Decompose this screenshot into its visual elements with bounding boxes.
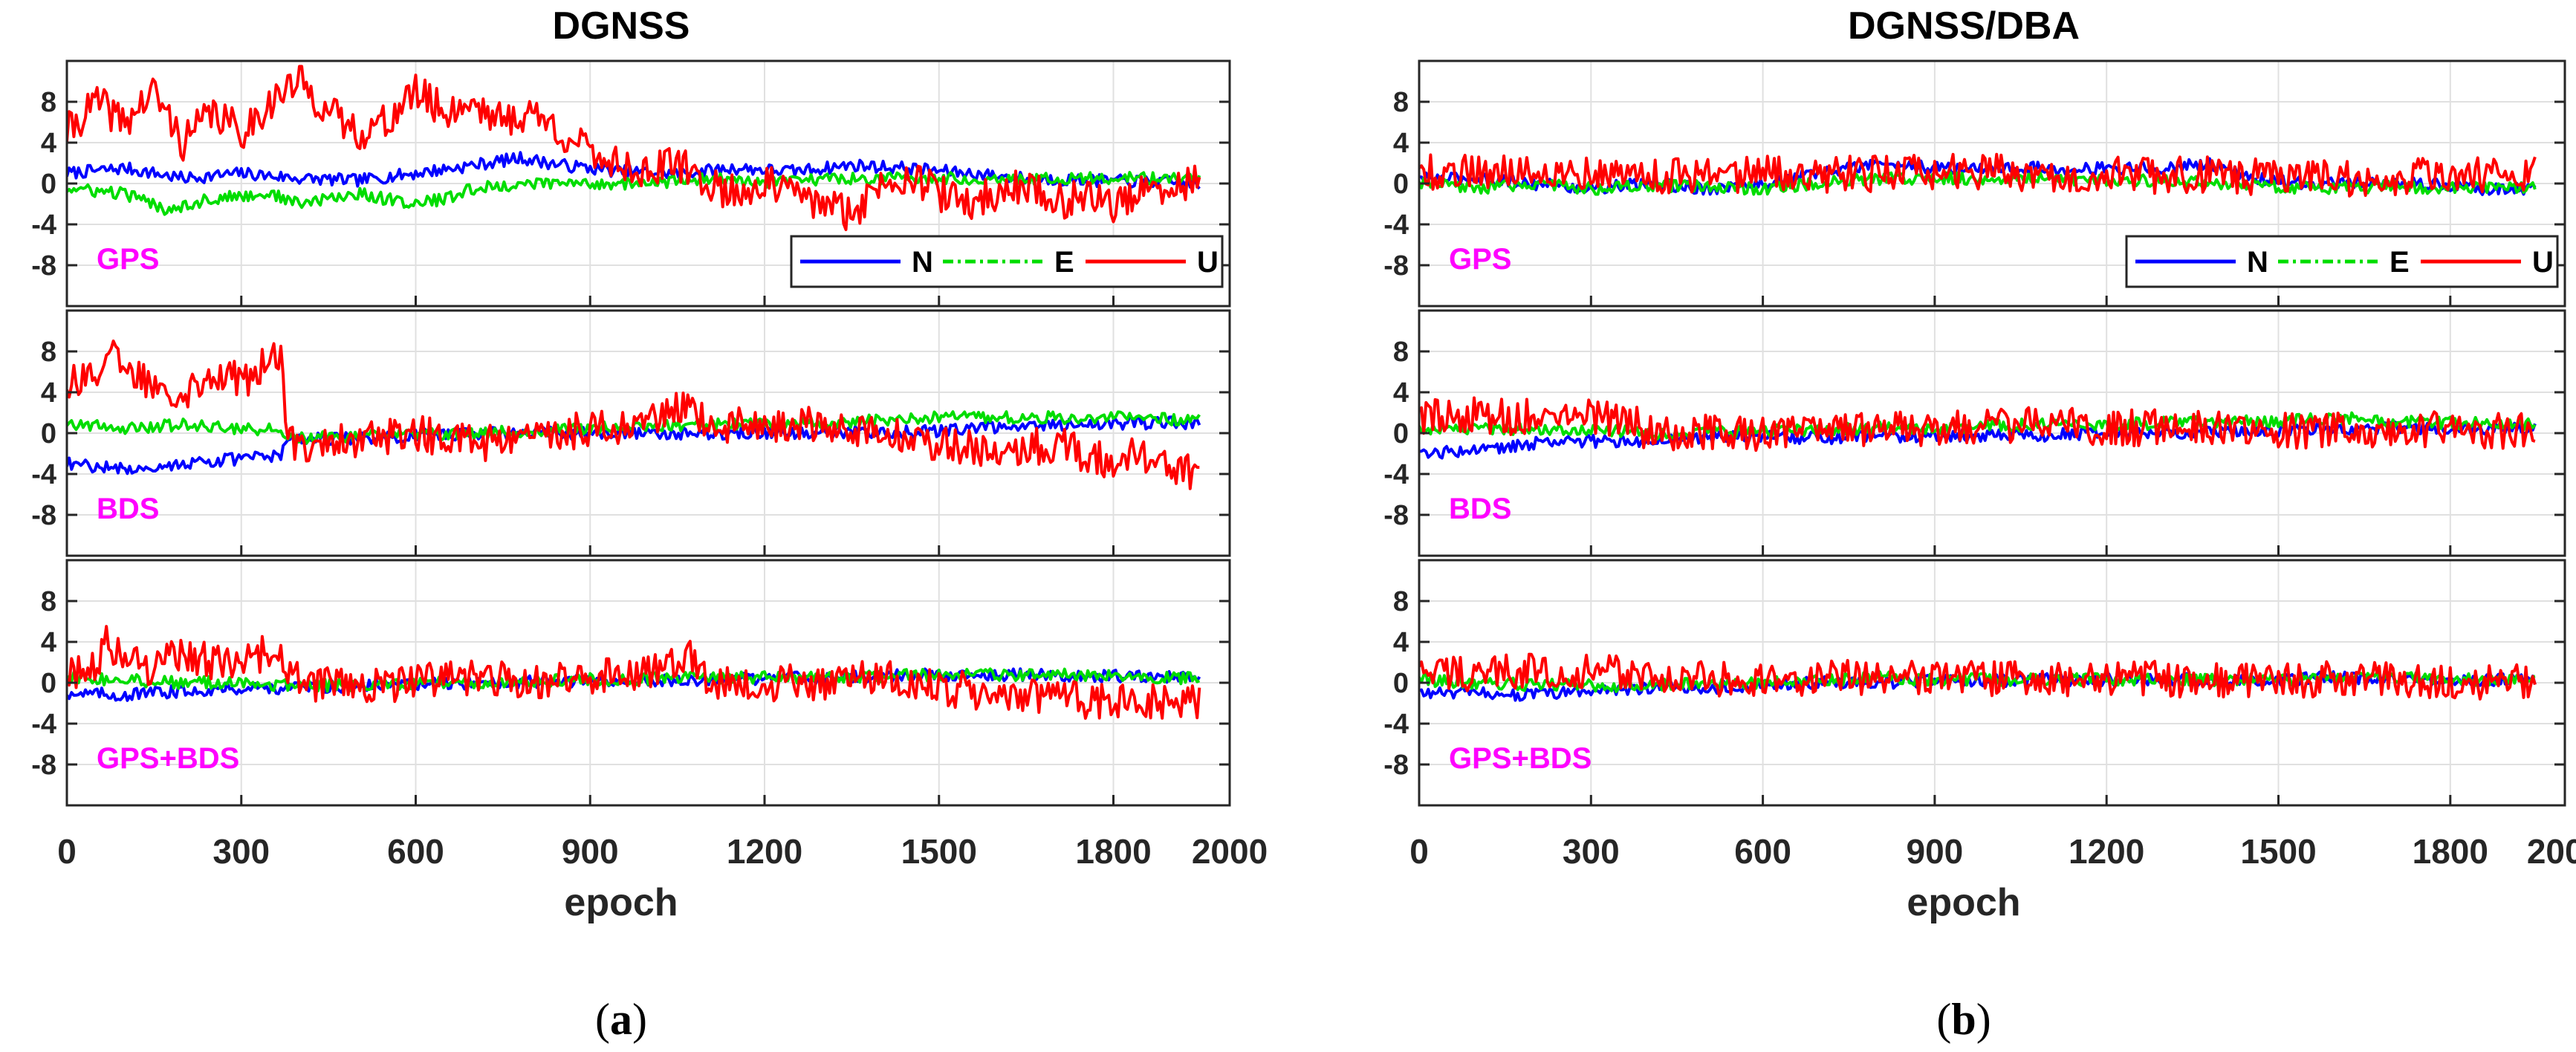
y-tick-label: 0: [1393, 418, 1409, 449]
series-line-e: [67, 171, 1201, 216]
y-tick-label: 4: [41, 627, 56, 658]
legend-label-e: E: [1054, 246, 1074, 279]
series-line-u: [1419, 652, 2537, 701]
x-tick-label: 600: [1734, 832, 1791, 871]
y-tick-label: -8: [1383, 750, 1409, 781]
x-tick-label: 1800: [2413, 832, 2488, 871]
legend-label-n: N: [912, 246, 933, 279]
panel-bds: 8 4 0 -4 -8 BDS: [31, 309, 1231, 557]
series-line-u: [1419, 152, 2537, 198]
panel-gps: 8 4 0 -4 -8 GPS N E U: [1383, 59, 2566, 308]
y-tick-label: 8: [1393, 337, 1409, 368]
x-tick-label: 300: [212, 832, 270, 871]
y-tick-label: 0: [1393, 668, 1409, 699]
x-tick-label: 1200: [2069, 832, 2144, 871]
x-tick-label: 600: [387, 832, 444, 871]
y-tick-label: 8: [1393, 586, 1409, 617]
series-line-u: [67, 340, 1200, 490]
x-tick-label: 1500: [901, 832, 977, 871]
figure-a-title: DGNSS: [553, 4, 690, 48]
panel-label: GPS+BDS: [97, 742, 239, 775]
y-tick-label: -4: [1383, 709, 1409, 740]
series-line-e: [1419, 411, 2537, 441]
figure-a-caption: (a): [595, 995, 647, 1044]
y-tick-label: 4: [1393, 128, 1409, 159]
y-tick-label: 0: [41, 418, 56, 449]
y-tick-label: 8: [41, 87, 56, 118]
x-tick-label: 900: [562, 832, 619, 871]
legend-label-u: U: [2532, 246, 2554, 279]
x-tick-label: 2000: [2527, 832, 2576, 871]
panel-bds: 8 4 0 -4 -8 BDS: [1383, 309, 2566, 557]
y-tick-label: 8: [41, 337, 56, 368]
y-tick-label: -4: [31, 210, 56, 241]
series-line-u: [67, 65, 1201, 232]
series-group: [67, 340, 1201, 490]
y-tick-label: -4: [31, 459, 56, 490]
series-line-u: [1419, 396, 2536, 452]
y-tick-label: 0: [41, 668, 56, 699]
figure-a: DGNSS 8 4 0 -4 -8 GPS N E U 8 4 0 -4 -8 BDS 8 4 0 -4 -8 GPS+…: [31, 4, 1268, 1044]
figure-b-title: DGNSS/DBA: [1848, 4, 2080, 48]
legend-label-e: E: [2390, 246, 2410, 279]
series-line-n: [1419, 421, 2537, 460]
panel-label: GPS: [1449, 243, 1511, 276]
x-tick-label: 900: [1907, 832, 1964, 871]
series-line-u: [67, 625, 1201, 720]
figure-b: DGNSS/DBA 8 4 0 -4 -8 GPS N E U 8 4 0 -4 -8 BDS 8 4 0 -4 -8…: [1383, 4, 2576, 1044]
legend-label-n: N: [2247, 246, 2268, 279]
series-group: [67, 65, 1201, 232]
x-tick-label: 1800: [1075, 832, 1151, 871]
y-tick-label: -4: [1383, 459, 1409, 490]
y-tick-label: 0: [1393, 169, 1409, 200]
x-tick-label: 0: [57, 832, 77, 871]
x-tick-label: 1500: [2240, 832, 2316, 871]
figure-b-xlabel: epoch: [1907, 881, 2020, 924]
figure-a-panels: 8 4 0 -4 -8 GPS N E U 8 4 0 -4 -8 BDS 8 4 0 -4 -8 GPS+BDS 0 30…: [31, 59, 1268, 871]
y-tick-label: 4: [1393, 627, 1409, 658]
y-tick-label: 4: [41, 128, 56, 159]
y-tick-label: -4: [1383, 210, 1409, 241]
y-tick-label: 4: [41, 377, 56, 409]
panel-label: BDS: [1449, 493, 1511, 525]
legend-label-u: U: [1197, 246, 1219, 279]
x-tick-label: 1200: [727, 832, 802, 871]
panel-gps: 8 4 0 -4 -8 GPS N E U: [31, 59, 1231, 308]
panel-gps-bds: 8 4 0 -4 -8 GPS+BDS: [1383, 559, 2566, 807]
figure-b-caption: (b): [1936, 995, 1991, 1044]
y-tick-label: 8: [1393, 87, 1409, 118]
y-tick-label: 0: [41, 169, 56, 200]
y-tick-label: -8: [1383, 500, 1409, 531]
figure-a-xlabel: epoch: [564, 881, 678, 924]
series-group: [1419, 152, 2537, 198]
figure-b-panels: 8 4 0 -4 -8 GPS N E U 8 4 0 -4 -8 BDS 8 4 0 -4 -8 GPS+BDS 0 30…: [1383, 59, 2576, 871]
panel-label: BDS: [97, 493, 159, 525]
y-tick-label: 8: [41, 586, 56, 617]
series-group: [1419, 652, 2537, 702]
y-tick-label: 4: [1393, 377, 1409, 409]
x-tick-label: 2000: [1192, 832, 1268, 871]
y-tick-label: -8: [31, 500, 56, 531]
x-tick-label: 0: [1409, 832, 1429, 871]
figure-a-caption-letter: a: [610, 995, 632, 1044]
x-tick-label: 300: [1563, 832, 1620, 871]
y-tick-label: -8: [31, 250, 56, 282]
series-group: [1419, 396, 2537, 460]
panel-gps-bds: 8 4 0 -4 -8 GPS+BDS: [31, 559, 1231, 807]
y-tick-label: -4: [31, 709, 56, 740]
series-group: [67, 625, 1201, 720]
y-tick-label: -8: [1383, 250, 1409, 282]
y-tick-label: -8: [31, 750, 56, 781]
panel-label: GPS: [97, 243, 159, 276]
figure-b-caption-letter: b: [1951, 995, 1976, 1044]
panel-label: GPS+BDS: [1449, 742, 1592, 775]
